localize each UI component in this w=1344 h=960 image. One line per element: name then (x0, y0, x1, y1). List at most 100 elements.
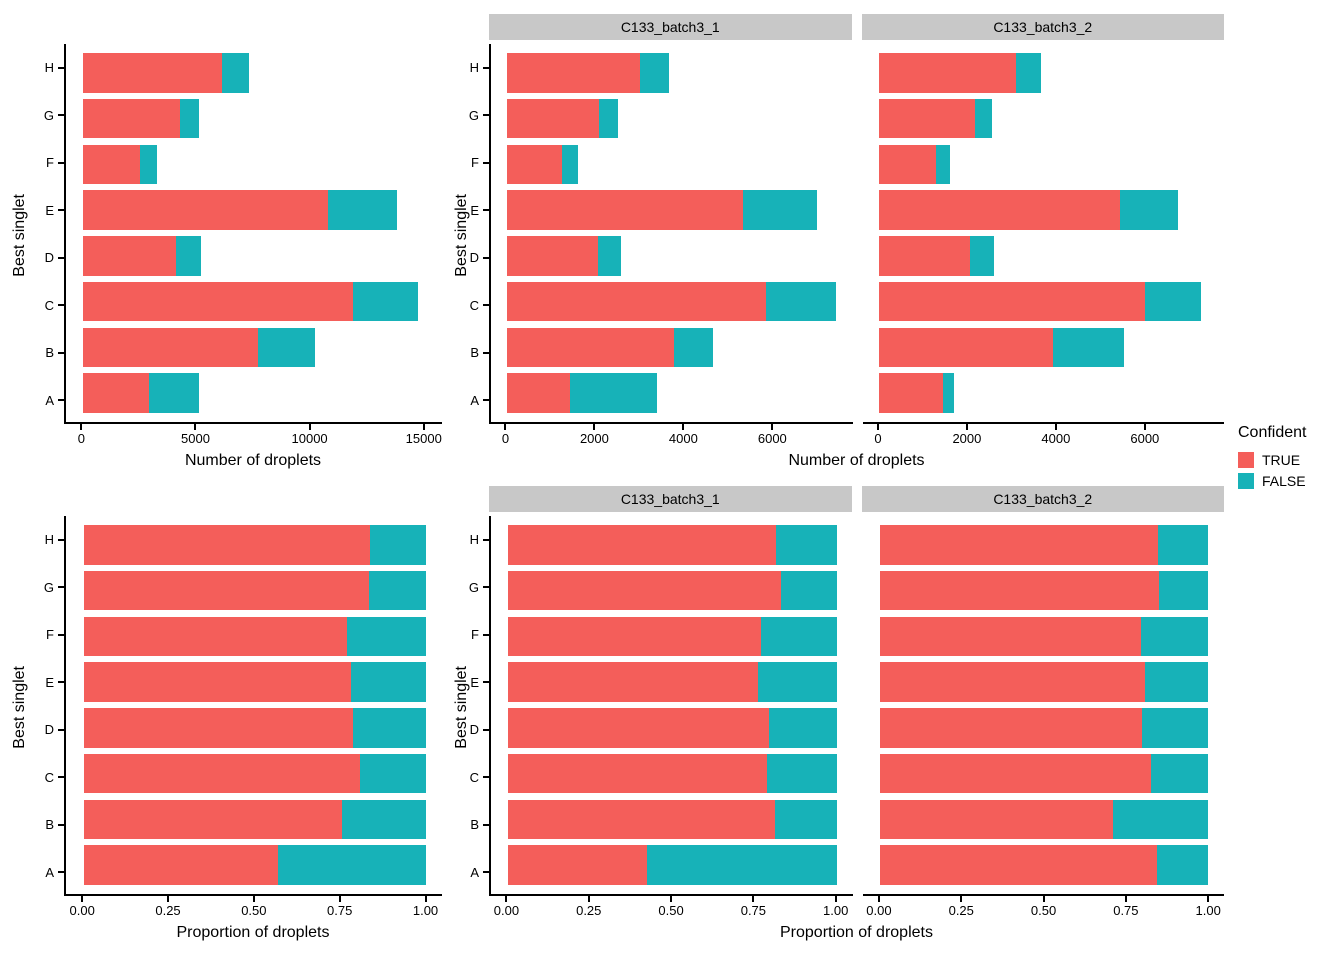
bar-slot-E (863, 187, 1225, 233)
x-tick-mark (505, 896, 508, 902)
x-tick-label: 0.50 (241, 903, 267, 918)
x-axis-batch2: 0.00 0.25 0.50 0.75 1.00 (862, 896, 1225, 922)
bar-segment-true (83, 98, 180, 139)
y-axis-title-text: Best singlet (11, 665, 28, 749)
bar-slot-F (66, 614, 442, 660)
x-tick-label: 0.75 (1113, 903, 1139, 918)
bar-slot-H (863, 50, 1225, 96)
panels (64, 44, 442, 424)
x-tick-mark (771, 424, 774, 430)
bar-segment-false (646, 845, 837, 885)
bar-segment-false (942, 373, 955, 413)
bar-slot-C (491, 279, 853, 325)
bar-G (507, 98, 618, 139)
y-axis-label-F: F (34, 611, 64, 659)
strip-spacer (34, 486, 442, 516)
bar-segment-true (507, 281, 766, 322)
x-tick-label: 15000 (405, 431, 442, 446)
x-tick-mark (670, 896, 673, 902)
bar-slot-H (491, 522, 853, 568)
bar-H (84, 525, 426, 565)
bar-segment-true (507, 98, 600, 139)
bar-segment-false (765, 281, 836, 322)
bar-segment-false (149, 373, 200, 413)
x-tick-label: 2000 (579, 431, 609, 446)
x-tick-mark (587, 896, 590, 902)
bar-H (508, 525, 837, 565)
x-tick-mark (877, 896, 880, 902)
facet-strip-row: C133_batch3_1 C133_batch3_2 (489, 14, 1224, 40)
strip-spacer (34, 14, 442, 44)
bar-segment-true (878, 236, 971, 276)
bar-segment-true (878, 373, 943, 413)
x-tick-label: 6000 (1130, 431, 1160, 446)
bar-F (878, 144, 951, 185)
y-tick-mark (58, 256, 64, 259)
bar-slot-H (863, 522, 1225, 568)
bar-slot-E (863, 659, 1225, 705)
x-tick-mark (252, 896, 255, 902)
bars (66, 44, 442, 422)
bar-slot-D (491, 705, 853, 751)
y-axis-title-text: Best singlet (453, 665, 470, 749)
bar-slot-A (863, 842, 1225, 888)
y-tick-mark (483, 351, 489, 354)
legend-swatch-false-icon (1238, 473, 1254, 489)
bar-segment-true (508, 616, 762, 657)
bar-C (84, 753, 426, 794)
y-tick-mark (483, 256, 489, 259)
bar-slot-B (491, 797, 853, 843)
bar-segment-true (84, 845, 279, 885)
bar-segment-false (1113, 799, 1209, 840)
bar-B (83, 327, 315, 368)
y-axis-label-E: E (34, 187, 64, 235)
bar-F (83, 144, 158, 185)
bar-segment-false (599, 98, 618, 139)
bar-segment-true (83, 327, 259, 368)
bar-E (878, 190, 1179, 230)
y-axis-title-text: Best singlet (453, 193, 470, 277)
bar-F (84, 616, 426, 657)
y-tick-mark (483, 66, 489, 69)
y-tick-mark (483, 114, 489, 117)
bar-segment-true (879, 616, 1141, 657)
y-axis-label-A: A (34, 377, 64, 425)
bar-slot-D (66, 233, 442, 279)
bar-B (84, 799, 426, 840)
x-axis-row: 0.00 0.25 0.50 0.75 1.00 (64, 896, 442, 922)
bar-segment-true (508, 570, 782, 611)
y-axis-label-C: C (34, 754, 64, 802)
bar-slot-G (863, 96, 1225, 142)
y-axis-title: Best singlet (6, 14, 34, 476)
bar-C (507, 281, 836, 322)
bar-segment-false (140, 144, 158, 185)
bar-segment-false (1145, 281, 1202, 322)
bar-slot-C (66, 279, 442, 325)
bar-G (84, 570, 426, 611)
bar-E (507, 190, 818, 230)
bar-H (878, 53, 1041, 93)
y-tick-mark (58, 209, 64, 212)
legend-item-false: FALSE (1238, 473, 1342, 489)
x-axis-title: Number of droplets (788, 452, 925, 469)
facet-strip-batch1: C133_batch3_1 (489, 486, 852, 512)
y-axis-label-C: C (470, 754, 489, 802)
y-axis-label-F: F (471, 611, 489, 659)
bar-segment-true (507, 190, 743, 230)
facet-strip-row: C133_batch3_1 C133_batch3_2 (489, 486, 1224, 512)
bar-G (879, 570, 1209, 611)
bar-segment-false (353, 708, 426, 748)
bar-A (507, 373, 657, 413)
panel-counts-overall (64, 44, 442, 424)
x-tick-label: 0.75 (740, 903, 767, 918)
bar-slot-F (863, 614, 1225, 660)
bar-segment-false (1120, 190, 1179, 230)
bar-segment-true (879, 570, 1160, 611)
facet-strip-batch1: C133_batch3_1 (489, 14, 852, 40)
x-tick-label: 0.00 (493, 903, 520, 918)
